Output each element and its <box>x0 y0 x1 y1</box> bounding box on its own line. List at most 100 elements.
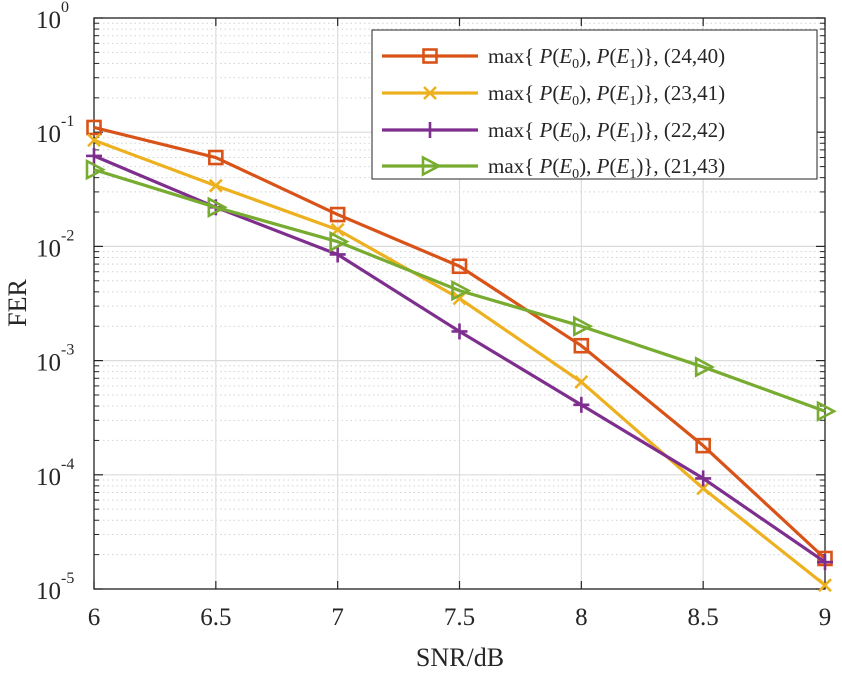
legend-label-text: ), <box>579 44 597 68</box>
y-tick-exponent: -1 <box>61 113 74 130</box>
legend-label-text: P <box>539 44 553 68</box>
data-point <box>451 258 468 275</box>
legend-label-text: ), <box>579 154 597 178</box>
y-tick-exponent: -5 <box>61 570 74 587</box>
legend-entry: max{ P(E0), P(E1)}, (22,42) <box>382 118 725 146</box>
legend-label-text: E <box>558 44 572 68</box>
legend-label-text: 0 <box>572 94 579 109</box>
marker-stroke <box>423 86 437 100</box>
y-axis-label: FER <box>3 279 32 327</box>
legend-label-text: P <box>539 118 553 142</box>
legend-label-text: E <box>615 118 629 142</box>
legend-label-text: E <box>558 118 572 142</box>
marker-stroke <box>208 178 223 193</box>
x-axis-label: SNR/dB <box>416 643 504 672</box>
y-tick-label: 10 -4 <box>36 456 74 491</box>
marker-stroke <box>696 481 711 496</box>
legend-label-text: P <box>596 81 610 105</box>
x-tick-label: 7.5 <box>444 604 475 631</box>
marker-stroke <box>87 133 101 148</box>
legend-label-text: ( <box>609 118 616 142</box>
data-point <box>451 279 472 302</box>
legend-label-text: max{ <box>488 81 540 105</box>
y-tick-exponent: 0 <box>61 0 69 16</box>
data-point <box>329 231 350 253</box>
legend-label-text: ( <box>552 118 559 142</box>
data-point <box>207 196 228 218</box>
legend-entry: max{ P(E0), P(E1)}, (21,43) <box>382 154 725 182</box>
marker-stroke <box>818 578 832 593</box>
y-tick-base: 10 <box>36 350 61 377</box>
legend-label-text: E <box>558 154 572 178</box>
legend-label: max{ P(E0), P(E1)}, (22,42) <box>488 118 725 146</box>
legend-label-text: )}, (21,43) <box>636 154 725 178</box>
x-tick-label: 6.5 <box>200 604 231 631</box>
data-point <box>85 158 106 181</box>
data-point <box>451 323 468 340</box>
legend-label-text: 1 <box>629 131 636 146</box>
legend-label-text: E <box>615 81 629 105</box>
y-tick-label: 10 -3 <box>36 342 74 377</box>
y-tick-label: 10 -1 <box>36 113 74 148</box>
x-tick-labels: 6 6.5 7 7.5 8 8.5 9 <box>88 604 832 631</box>
x-tick-label: 8.5 <box>688 604 719 631</box>
legend-marker <box>422 122 438 138</box>
legend-label-text: max{ <box>488 154 540 178</box>
y-tick-base: 10 <box>36 578 61 605</box>
legend-marker <box>422 48 438 64</box>
legend-label-text: ( <box>552 44 559 68</box>
y-tick-exponent: -4 <box>61 456 74 473</box>
legend-label: max{ P(E0), P(E1)}, (24,40) <box>488 44 725 72</box>
legend-label-text: 0 <box>572 131 579 146</box>
legend-label: max{ P(E0), P(E1)}, (21,43) <box>488 154 725 182</box>
legend-label-text: P <box>596 154 610 178</box>
series-0 <box>86 119 833 567</box>
legend-label-text: E <box>558 81 572 105</box>
legend-label-text: )}, (24,40) <box>636 44 725 68</box>
y-tick-base: 10 <box>36 464 61 491</box>
series-layer <box>85 119 837 593</box>
legend-label-text: 1 <box>629 167 636 182</box>
x-tick-label: 6 <box>88 604 101 631</box>
legend-label-text: ( <box>609 154 616 178</box>
legend-label-text: ), <box>579 81 597 105</box>
data-point <box>818 578 832 593</box>
legend-label-text: P <box>596 44 610 68</box>
y-tick-exponent: -2 <box>61 227 74 244</box>
legend-label-text: max{ <box>488 118 540 142</box>
data-point <box>574 375 589 389</box>
x-tick-label: 9 <box>819 604 832 631</box>
series-3 <box>85 158 837 422</box>
y-tick-label: 10 -5 <box>36 570 74 605</box>
legend-label-text: 0 <box>572 57 579 72</box>
legend-label-text: ), <box>579 118 597 142</box>
legend-label-text: ( <box>552 81 559 105</box>
data-point <box>208 178 223 193</box>
legend-label-text: E <box>615 44 629 68</box>
legend-label-text: E <box>615 154 629 178</box>
data-point <box>329 246 346 263</box>
data-point <box>817 554 833 571</box>
legend-marker <box>421 155 442 177</box>
data-point <box>86 119 102 136</box>
legend-label-text: 1 <box>629 57 636 72</box>
y-tick-base: 10 <box>36 235 61 262</box>
legend-label-text: P <box>539 81 553 105</box>
x-tick-label: 7 <box>331 604 344 631</box>
legend-marker <box>423 86 437 100</box>
data-point <box>86 147 102 164</box>
legend-label-text: ( <box>552 154 559 178</box>
data-point <box>695 437 711 454</box>
data-point <box>696 481 711 496</box>
y-tick-base: 10 <box>36 121 61 148</box>
legend-label-text: )}, (22,42) <box>636 118 725 142</box>
y-tick-exponent: -3 <box>61 342 74 359</box>
data-point <box>694 356 715 378</box>
data-point <box>573 337 590 354</box>
y-tick-label: 10 0 <box>36 0 69 34</box>
legend: max{ P(E0), P(E1)}, (24,40)max{ P(E0), P… <box>371 29 818 182</box>
marker-stroke <box>574 375 589 389</box>
series-line <box>93 168 826 413</box>
